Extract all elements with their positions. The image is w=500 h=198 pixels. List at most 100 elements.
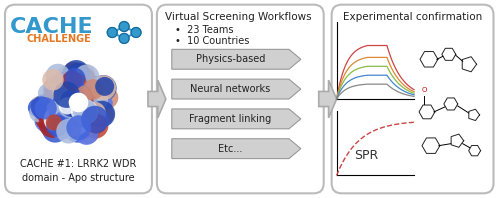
Point: [64, 71, 72, 74]
Point: [62, 87, 70, 90]
Point: [83, 88, 91, 91]
Point: [103, 96, 111, 99]
Polygon shape: [172, 49, 301, 69]
Point: [64, 90, 72, 93]
Circle shape: [131, 28, 141, 37]
Point: [34, 111, 42, 114]
Point: [67, 99, 75, 102]
Point: [60, 103, 68, 106]
Point: [70, 82, 78, 85]
Point: [54, 104, 62, 107]
FancyBboxPatch shape: [157, 5, 324, 193]
Point: [42, 118, 50, 121]
Point: [42, 119, 50, 122]
Point: [66, 121, 74, 124]
Point: [66, 94, 74, 97]
Point: [102, 101, 110, 105]
Point: [71, 100, 79, 103]
Point: [62, 93, 70, 96]
FancyBboxPatch shape: [5, 5, 152, 193]
Point: [62, 124, 70, 127]
Text: CACHE #1: LRRK2 WDR
domain - Apo structure: CACHE #1: LRRK2 WDR domain - Apo structu…: [20, 159, 136, 184]
Point: [71, 103, 79, 106]
Point: [92, 93, 100, 96]
Point: [47, 94, 55, 97]
Point: [40, 106, 48, 109]
Point: [66, 103, 74, 106]
Point: [70, 87, 78, 90]
Point: [70, 106, 78, 109]
Point: [70, 102, 78, 105]
Point: [52, 88, 60, 91]
Point: [68, 102, 76, 106]
Text: Fragment linking: Fragment linking: [189, 114, 272, 124]
Point: [75, 93, 83, 96]
Point: [95, 107, 103, 110]
Point: [81, 73, 89, 76]
Point: [78, 119, 86, 122]
Point: [90, 97, 98, 100]
Point: [50, 106, 58, 109]
Point: [67, 99, 75, 102]
Point: [59, 83, 67, 86]
Point: [66, 90, 74, 93]
Point: [58, 97, 66, 100]
Text: O: O: [422, 87, 428, 93]
Point: [50, 116, 58, 119]
Text: Experimental confirmation: Experimental confirmation: [343, 12, 482, 22]
Point: [42, 107, 50, 110]
Point: [38, 106, 46, 109]
Point: [58, 91, 66, 94]
Point: [78, 108, 86, 111]
Point: [57, 107, 65, 110]
Point: [74, 106, 82, 109]
Text: •  23 Teams: • 23 Teams: [175, 26, 234, 35]
Point: [62, 76, 70, 79]
Point: [100, 86, 108, 89]
Point: [76, 95, 84, 99]
Point: [70, 113, 78, 116]
Point: [88, 111, 96, 114]
Point: [79, 78, 87, 81]
Point: [63, 104, 71, 108]
Point: [48, 99, 56, 102]
Polygon shape: [148, 80, 166, 118]
Point: [51, 128, 59, 131]
Point: [58, 113, 66, 116]
Text: Neural networks: Neural networks: [190, 84, 270, 94]
Point: [56, 116, 64, 119]
Point: [67, 118, 75, 122]
Point: [74, 77, 82, 80]
Point: [100, 112, 108, 116]
Point: [69, 102, 77, 105]
Point: [42, 106, 50, 109]
Circle shape: [108, 28, 117, 37]
Point: [53, 85, 61, 88]
Point: [84, 117, 92, 121]
Point: [73, 101, 81, 104]
Point: [44, 92, 52, 95]
Point: [60, 100, 68, 103]
FancyBboxPatch shape: [332, 5, 494, 193]
Point: [81, 109, 89, 112]
Point: [72, 72, 80, 75]
Point: [34, 101, 42, 105]
Point: [74, 78, 82, 82]
Point: [62, 85, 70, 88]
Point: [92, 85, 100, 89]
Point: [60, 94, 68, 97]
Point: [54, 75, 62, 78]
Point: [56, 115, 64, 118]
Point: [90, 100, 98, 103]
Point: [72, 129, 80, 132]
Text: •  10 Countries: • 10 Countries: [175, 36, 249, 46]
Point: [74, 128, 82, 131]
Polygon shape: [172, 79, 301, 99]
Point: [63, 75, 71, 78]
Point: [52, 90, 60, 93]
Point: [64, 130, 72, 133]
Point: [77, 113, 85, 116]
Point: [82, 97, 90, 100]
Point: [69, 108, 77, 111]
Point: [64, 118, 72, 121]
